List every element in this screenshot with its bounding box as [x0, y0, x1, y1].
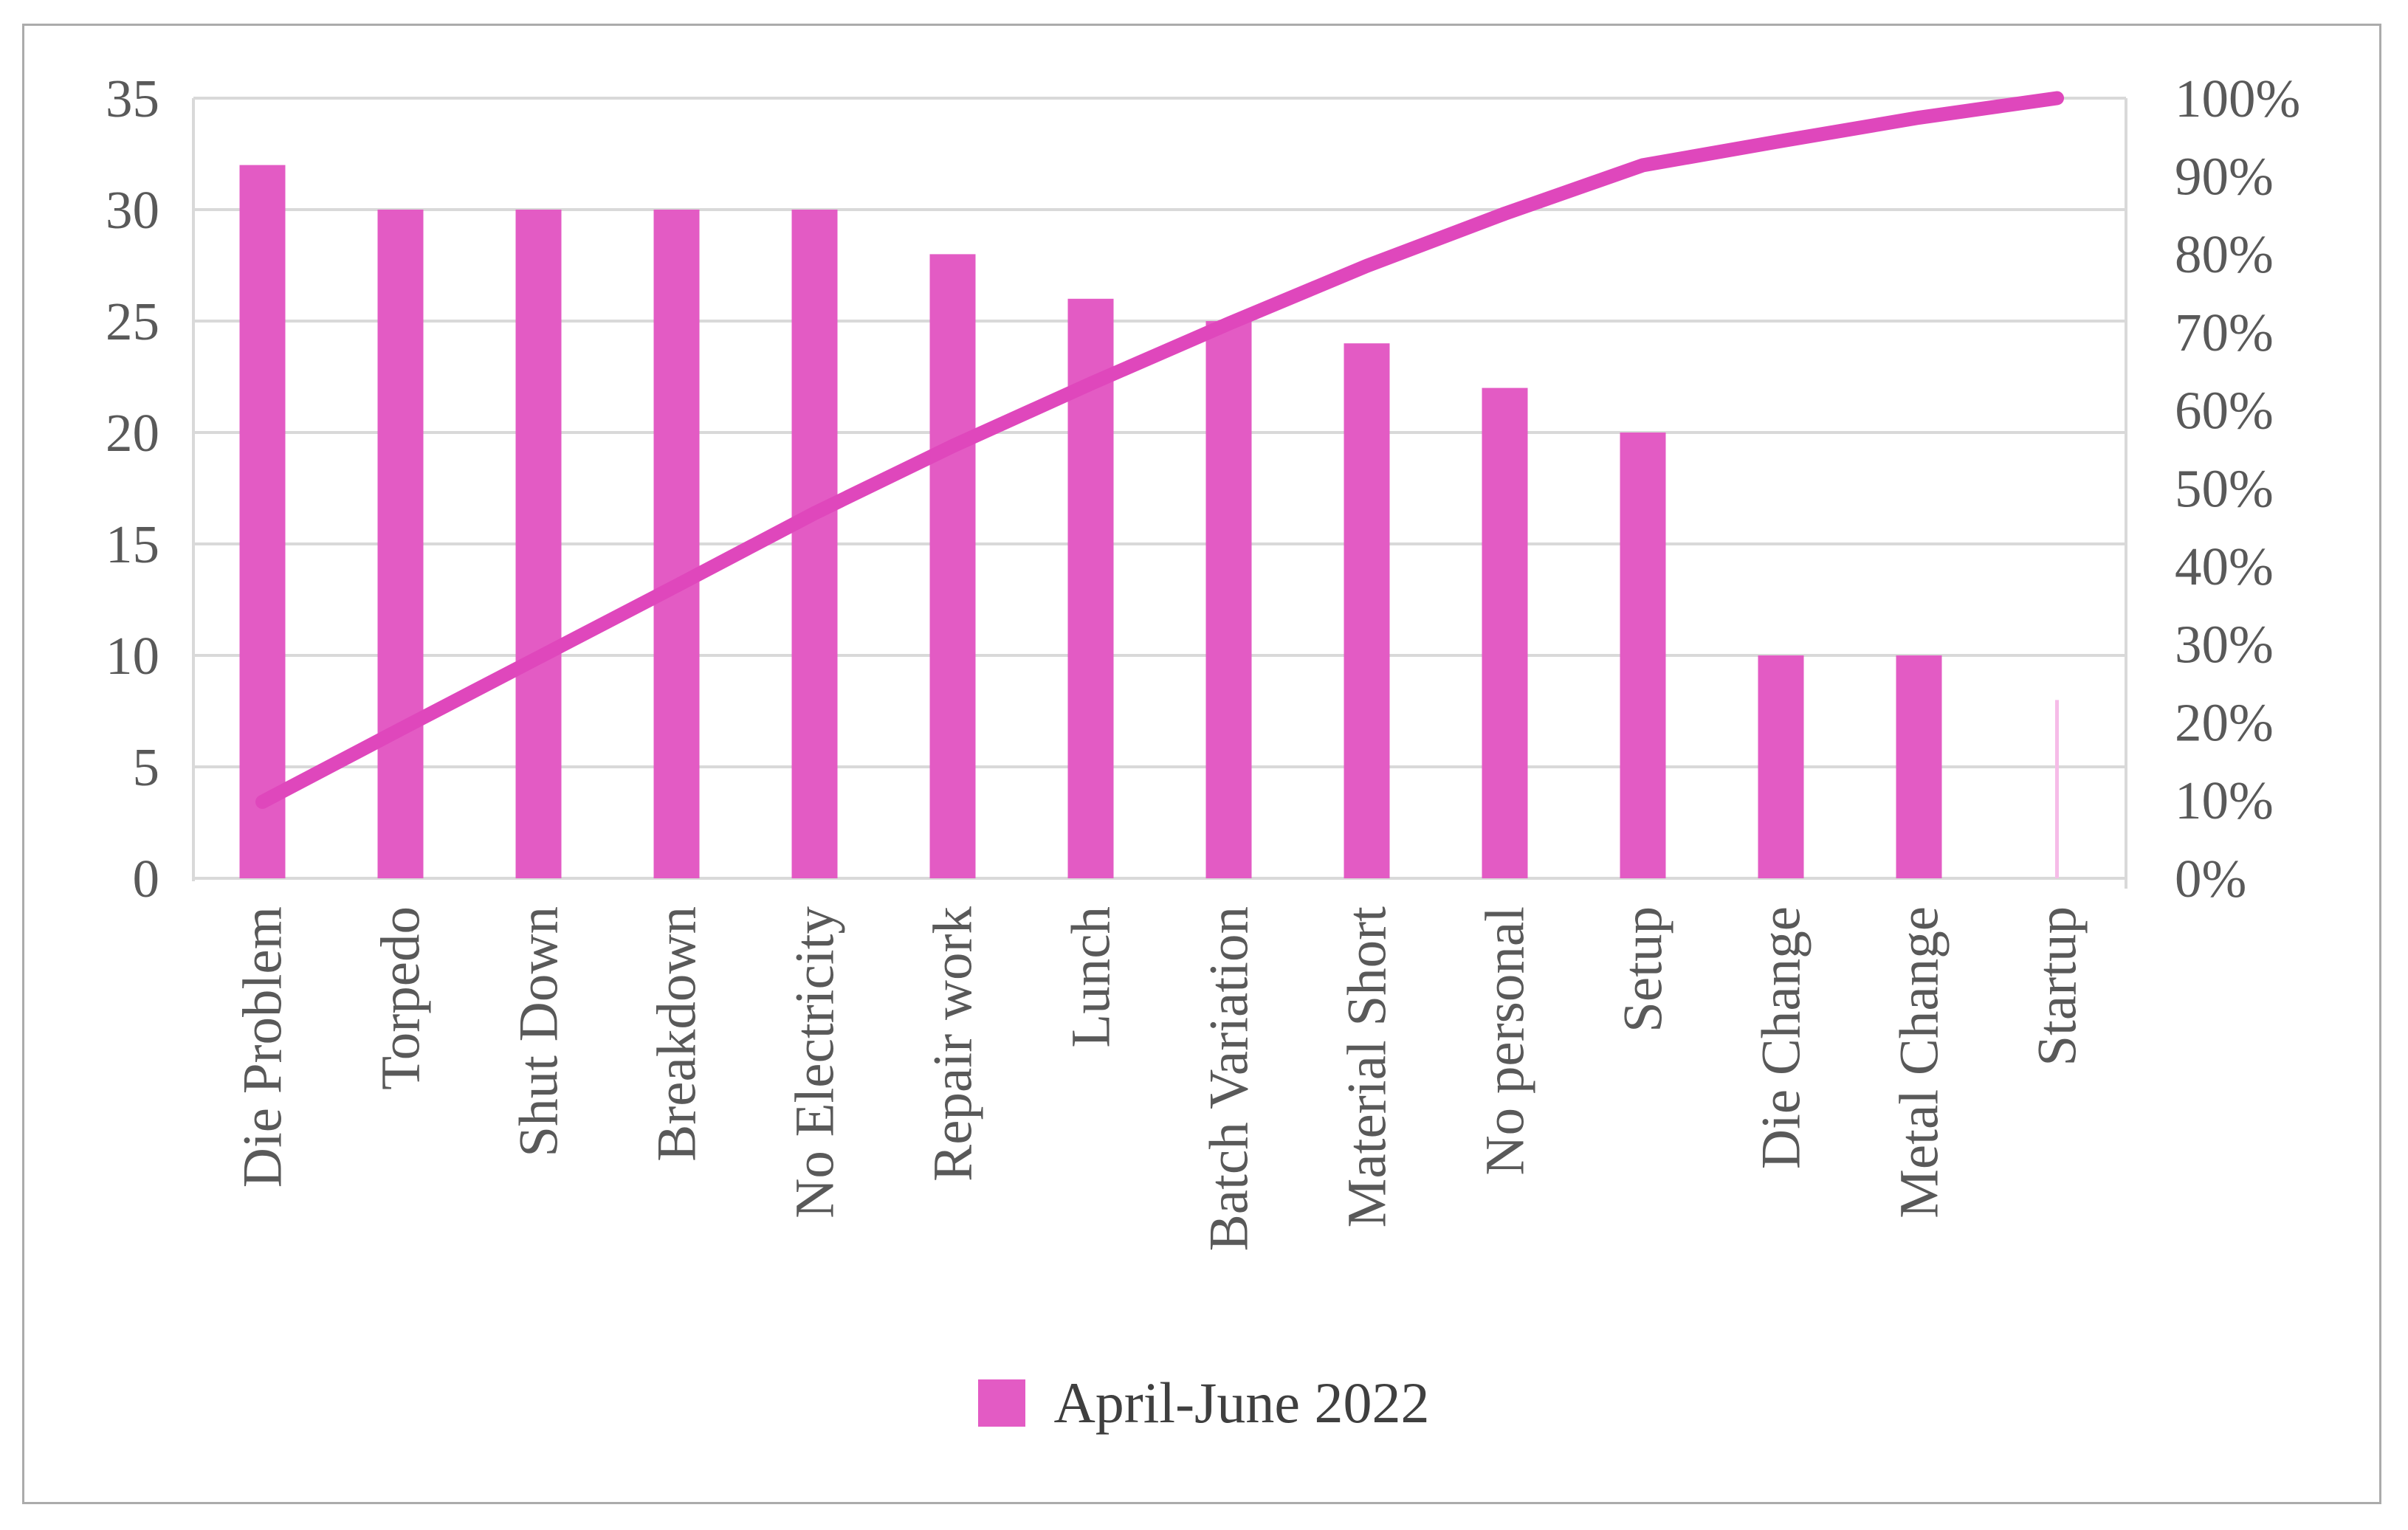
right-axis-tick-label: 10% [2175, 771, 2274, 830]
category-label: Repair work [922, 906, 983, 1182]
bar-material-short [1344, 343, 1390, 878]
bar-die-change [1758, 655, 1804, 878]
right-axis-tick-label: 0% [2175, 849, 2246, 909]
right-axis-tick-label: 40% [2175, 537, 2274, 596]
right-axis-tick-label: 70% [2175, 303, 2274, 362]
legend-swatch [978, 1379, 1026, 1427]
category-label: Startup [2026, 906, 2088, 1066]
right-axis-tick-label: 60% [2175, 381, 2274, 441]
bar-metal-change [1896, 655, 1942, 878]
left-axis-tick-label: 15 [106, 514, 159, 574]
category-label: Lunch [1060, 906, 1121, 1048]
category-label: Metal Change [1888, 906, 1950, 1219]
category-label: Material Short [1336, 906, 1397, 1227]
right-axis-tick-label: 90% [2175, 147, 2274, 207]
category-label: Die Problem [232, 906, 293, 1188]
bar-breakdown [653, 210, 700, 878]
category-label: No personal [1474, 906, 1535, 1176]
bar-batch-variation [1205, 321, 1252, 878]
right-axis-tick-label: 50% [2175, 458, 2274, 518]
category-label: Die Change [1750, 906, 1812, 1169]
bar-torpedo [377, 210, 424, 878]
bar-repair-work [929, 254, 976, 878]
bar-shut-down [515, 210, 562, 878]
bar-no-electricity [791, 210, 838, 878]
left-axis-tick-label: 5 [133, 737, 160, 797]
bar-startup [2055, 700, 2059, 878]
category-label: Shut Down [508, 906, 569, 1157]
right-axis-tick-label: 100% [2175, 69, 2300, 128]
left-axis-tick-label: 25 [106, 292, 159, 351]
left-axis-tick-label: 20 [106, 403, 159, 463]
right-axis-tick-label: 20% [2175, 692, 2274, 752]
category-label: No Electricity [784, 906, 845, 1219]
chart-legend: April-June 2022 [0, 1374, 2408, 1432]
legend-label: April-June 2022 [1053, 1371, 1430, 1435]
bar-no-personal [1482, 387, 1528, 878]
left-axis-tick-label: 10 [106, 626, 159, 686]
right-axis-tick-label: 80% [2175, 224, 2274, 284]
left-axis-tick-label: 35 [106, 69, 159, 128]
cumulative-line [255, 91, 2064, 809]
category-label: Setup [1612, 906, 1673, 1033]
category-label: Batch Variation [1198, 906, 1259, 1251]
bar-die-problem [239, 165, 286, 879]
category-label: Torpedo [370, 906, 431, 1090]
bar-setup [1620, 433, 1666, 878]
left-axis-tick-label: 30 [106, 180, 159, 240]
right-axis-tick-label: 30% [2175, 615, 2274, 675]
category-label: Breakdown [646, 906, 707, 1162]
left-axis-tick-label: 0 [133, 849, 160, 909]
